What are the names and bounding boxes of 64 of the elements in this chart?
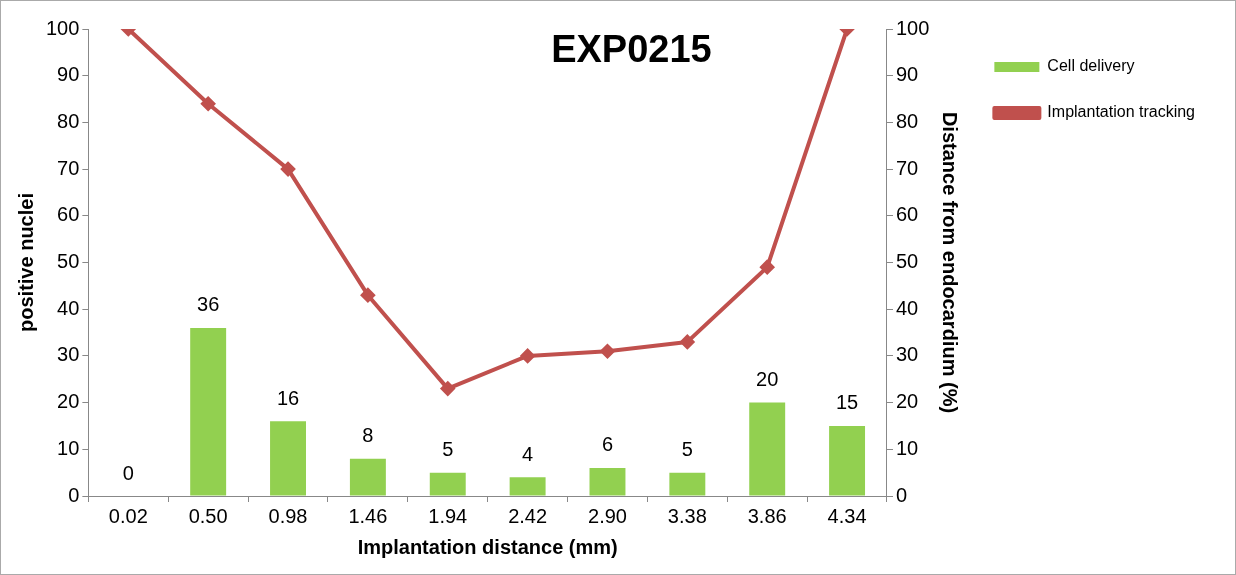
point xyxy=(600,344,615,359)
x-tick-label: 3.86 xyxy=(747,504,787,527)
bar xyxy=(829,425,866,496)
y-tick-label: 100 xyxy=(45,16,80,39)
y-tick-label: 0 xyxy=(68,483,80,506)
data-label: 36 xyxy=(197,293,220,316)
bar xyxy=(349,458,386,496)
x-tick-label: 0.98 xyxy=(268,504,308,527)
y2-tick-label: 100 xyxy=(896,16,930,39)
y2-tick-label: 20 xyxy=(896,390,919,413)
data-label: 5 xyxy=(681,438,693,461)
y2-tick-label: 50 xyxy=(896,250,919,273)
legend-label: Cell delivery xyxy=(1047,57,1135,75)
y-tick-label: 50 xyxy=(57,250,80,273)
legend-label: Implantation tracking xyxy=(1047,103,1196,121)
x-tick-label: 0.02 xyxy=(108,504,148,527)
y2-tick-label: 30 xyxy=(896,343,919,366)
y-axis-title: positive nuclei xyxy=(14,193,37,332)
x-tick-label: 3.38 xyxy=(667,504,707,527)
bar xyxy=(749,402,786,496)
x-tick-label: 4.34 xyxy=(827,504,867,527)
bar xyxy=(589,467,626,496)
y-tick-label: 10 xyxy=(57,436,80,459)
bar xyxy=(190,327,227,496)
y-tick-label: 70 xyxy=(57,156,80,179)
y2-tick-label: 70 xyxy=(896,156,919,179)
data-label: 20 xyxy=(756,368,779,391)
y-tick-label: 20 xyxy=(57,390,80,413)
x-tick-label: 1.46 xyxy=(348,504,388,527)
y2-tick-label: 0 xyxy=(896,483,908,506)
x-tick-label: 2.42 xyxy=(508,504,548,527)
chart-title: EXP0215 xyxy=(551,28,712,71)
y2-tick-label: 80 xyxy=(896,109,919,132)
point xyxy=(440,381,455,396)
x-axis-title: Implantation distance (mm) xyxy=(357,535,618,558)
y-tick-label: 60 xyxy=(57,203,80,226)
point xyxy=(520,348,535,363)
x-tick-label: 1.94 xyxy=(428,504,468,527)
point xyxy=(360,288,375,303)
data-label: 0 xyxy=(122,461,134,484)
point xyxy=(281,162,296,177)
data-label: 6 xyxy=(601,433,614,456)
data-label: 16 xyxy=(276,386,300,409)
data-label: 4 xyxy=(522,442,534,465)
x-tick-label: 2.90 xyxy=(588,504,627,527)
y2-tick-label: 40 xyxy=(896,296,919,319)
bar xyxy=(509,477,546,496)
data-label: 8 xyxy=(362,424,374,447)
x-tick-label: 0.50 xyxy=(188,504,228,527)
point xyxy=(680,334,695,349)
point xyxy=(760,260,775,275)
y2-tick-label: 90 xyxy=(896,63,919,86)
y2-tick-label: 60 xyxy=(896,203,919,226)
y-tick-label: 30 xyxy=(57,343,80,366)
bar xyxy=(270,421,306,496)
y-tick-label: 40 xyxy=(57,296,80,319)
y2-tick-label: 10 xyxy=(896,436,919,459)
bar xyxy=(669,472,706,496)
bar xyxy=(429,472,466,496)
y-tick-label: 80 xyxy=(57,109,80,132)
y-tick-label: 90 xyxy=(57,63,80,86)
data-label: 5 xyxy=(442,438,454,461)
data-label: 15 xyxy=(835,391,859,414)
y2-axis-title: Distance from endocardium (%) xyxy=(938,111,961,414)
